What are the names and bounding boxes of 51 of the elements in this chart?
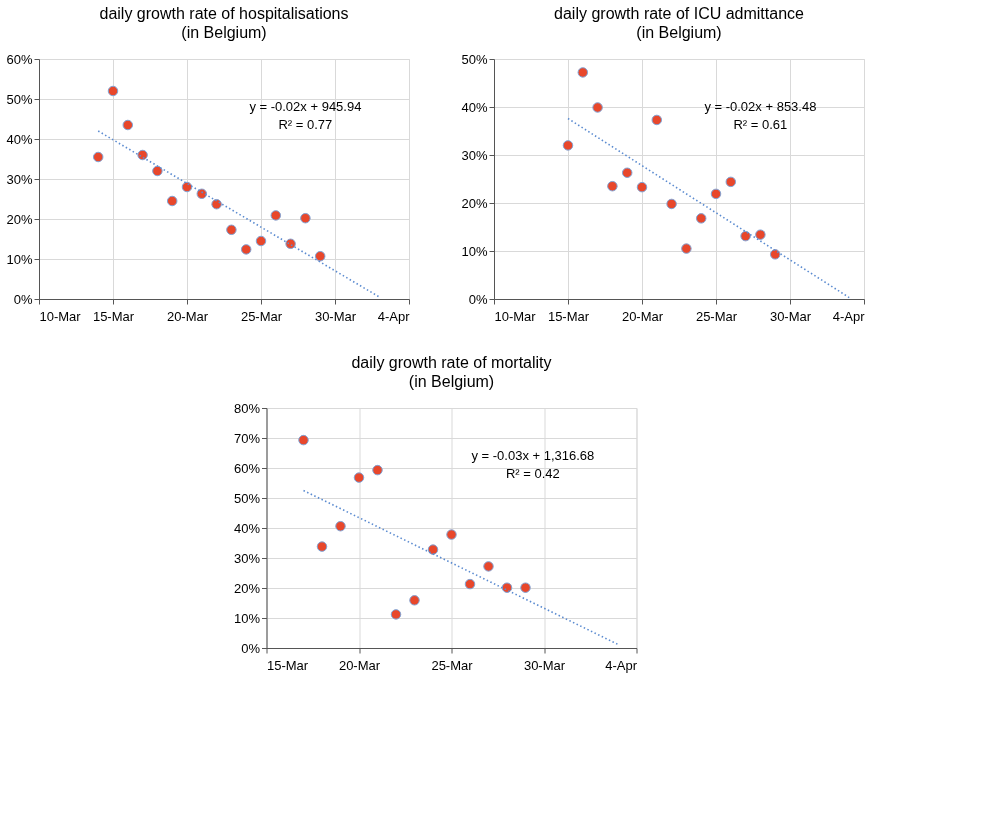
y-tick-label: 40% — [461, 99, 488, 115]
y-tick-label: 0% — [13, 291, 33, 307]
y-tick-label: 60% — [233, 460, 261, 476]
chart-title: daily growth rate of ICU admittance — [554, 5, 805, 22]
annotation: R² = 0.61 — [733, 117, 788, 132]
annotation: y = -0.02x + 945.94 — [249, 99, 362, 114]
y-tick-label: 60% — [6, 51, 33, 67]
x-tick-label: 30-Mar — [314, 308, 357, 324]
x-tick-label: 25-Mar — [431, 657, 474, 673]
annotation: R² = 0.77 — [278, 117, 333, 132]
y-tick-label: 20% — [233, 580, 261, 596]
x-tick-label: 4-Apr — [832, 308, 866, 324]
y-tick-label: 0% — [468, 291, 488, 307]
x-tick-label: 30-Mar — [769, 308, 812, 324]
y-tick-label: 70% — [233, 430, 261, 446]
x-tick-label: 25-Mar — [240, 308, 283, 324]
chart-subtitle: (in Belgium) — [636, 24, 722, 41]
y-tick-label: 0% — [241, 640, 261, 656]
x-tick-label: 20-Mar — [338, 657, 381, 673]
x-tick-label: 10-Mar — [494, 308, 537, 324]
x-tick-label: 25-Mar — [695, 308, 738, 324]
y-tick-label: 40% — [6, 131, 33, 147]
y-tick-label: 20% — [6, 211, 33, 227]
y-tick-label: 10% — [461, 243, 488, 259]
x-tick-label: 30-Mar — [523, 657, 566, 673]
chart-subtitle: (in Belgium) — [408, 373, 495, 390]
chart-title: daily growth rate of mortality — [351, 354, 552, 371]
y-tick-label: 40% — [233, 520, 261, 536]
y-tick-label: 30% — [461, 147, 488, 163]
x-tick-label: 20-Mar — [621, 308, 664, 324]
y-tick-label: 80% — [233, 400, 261, 416]
y-tick-label: 50% — [6, 91, 33, 107]
y-tick-label: 50% — [233, 490, 261, 506]
annotation: y = -0.02x + 853.48 — [704, 99, 817, 114]
x-tick-label: 10-Mar — [39, 308, 82, 324]
chart-title: daily growth rate of hospitalisations — [99, 5, 349, 22]
chart-subtitle: (in Belgium) — [181, 24, 267, 41]
x-tick-label: 4-Apr — [605, 657, 638, 673]
x-tick-label: 20-Mar — [166, 308, 209, 324]
x-tick-label: 4-Apr — [377, 308, 411, 324]
x-tick-label: 15-Mar — [92, 308, 135, 324]
x-tick-label: 15-Mar — [267, 657, 309, 673]
y-tick-label: 10% — [6, 251, 33, 267]
y-tick-label: 20% — [461, 195, 488, 211]
annotation: y = -0.03x + 1,316.68 — [471, 448, 595, 463]
y-tick-label: 30% — [6, 171, 33, 187]
y-tick-label: 50% — [461, 51, 488, 67]
x-tick-label: 15-Mar — [547, 308, 590, 324]
y-tick-label: 30% — [233, 550, 261, 566]
y-tick-label: 10% — [233, 610, 261, 626]
annotation: R² = 0.42 — [505, 466, 560, 481]
